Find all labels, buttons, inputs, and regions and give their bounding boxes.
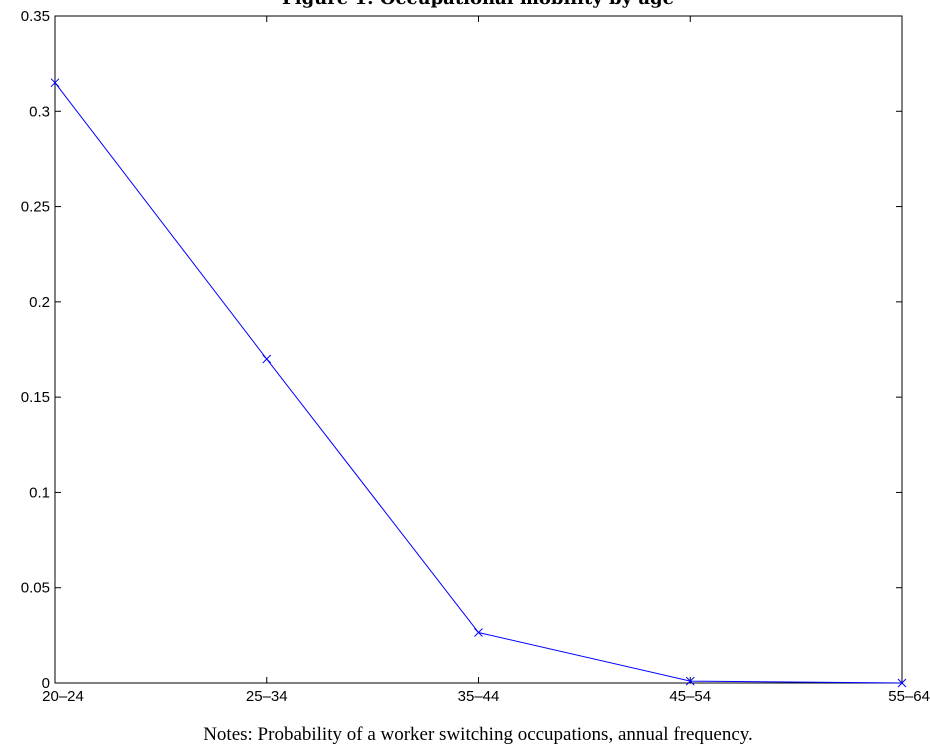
y-axis: 0 0.05 0.1 0.15 0.2 0.25 0.3 0.35 (21, 8, 902, 692)
y-tick-label: 0.05 (21, 580, 50, 597)
data-point-marker (897, 678, 907, 688)
chart-title: Figure 1: Occupational mobility by age (282, 0, 674, 9)
y-tick-label: 0.2 (29, 294, 50, 311)
data-point-marker (685, 676, 695, 686)
data-point-marker (262, 354, 272, 364)
y-tick-label: 0.35 (21, 8, 50, 25)
x-tick-label: 35–44 (458, 688, 500, 705)
marker-stroke (897, 678, 907, 688)
marker-stroke (262, 354, 272, 364)
marker-stroke (474, 628, 483, 637)
data-point-marker (474, 628, 483, 637)
x-tick-label: 45–54 (669, 688, 711, 705)
data-point-marker (50, 78, 60, 88)
marker-stroke (50, 78, 60, 88)
x-axis: 20–24 25–34 35–44 45–54 55–64 (42, 16, 930, 705)
marker-stroke (685, 676, 695, 686)
x-tick-label: 25–34 (246, 688, 288, 705)
x-tick-label: 55–64 (888, 688, 930, 705)
y-tick-label: 0.3 (29, 103, 50, 120)
chart-notes: Notes: Probability of a worker switching… (203, 724, 753, 745)
y-tick-label: 0.25 (21, 199, 50, 216)
x-tick-label: 20–24 (42, 688, 84, 705)
y-tick-label: 0 (42, 675, 50, 692)
y-tick-label: 0.15 (21, 389, 50, 406)
y-tick-label: 0.1 (29, 484, 50, 501)
series-group (50, 78, 907, 688)
plot-area (54, 15, 903, 684)
